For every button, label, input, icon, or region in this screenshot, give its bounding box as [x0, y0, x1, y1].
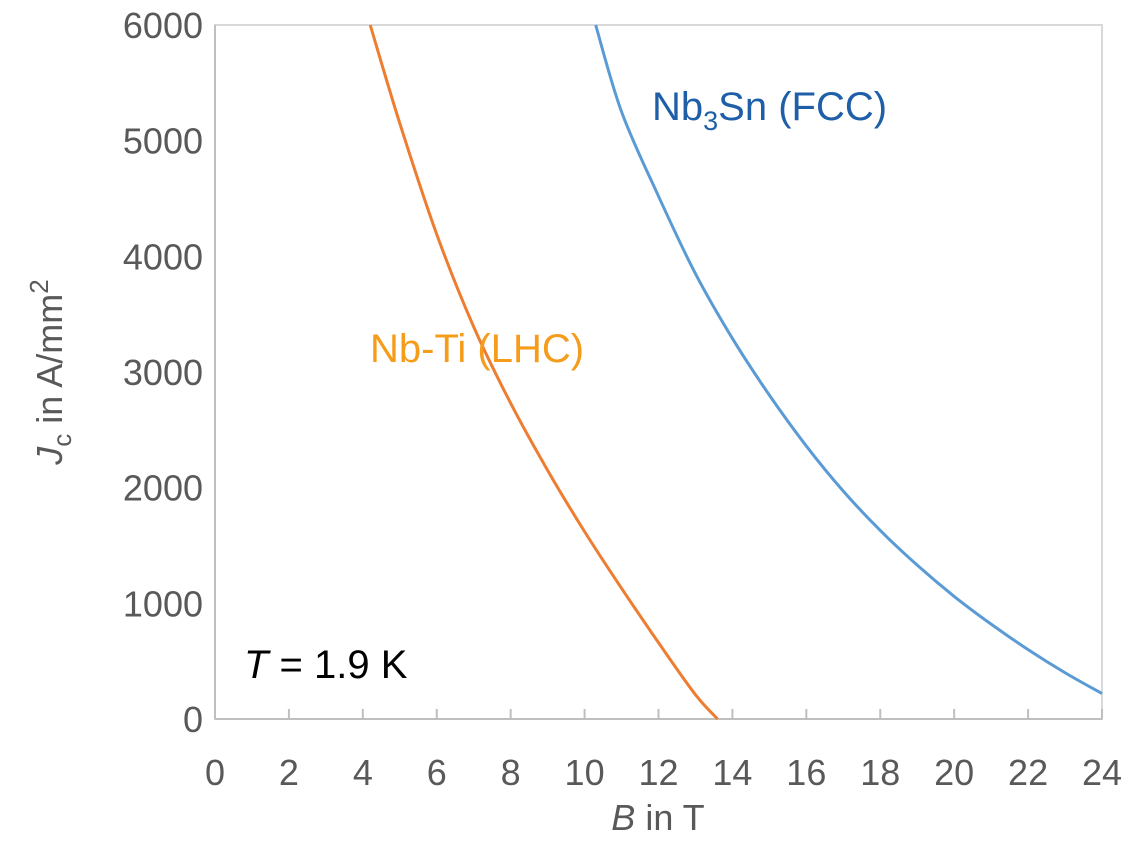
- x-tick-label: 6: [427, 752, 447, 793]
- temperature-value: = 1.9 K: [268, 643, 407, 687]
- series-line-nbti: [368, 24, 719, 721]
- nb3sn-label-subscript: 3: [703, 106, 718, 136]
- x-tick-label: 12: [638, 752, 678, 793]
- y-tick-label: 4000: [123, 236, 203, 277]
- x-axis-ticks: 0 2 4 6 8 10 12 14 16 18 20 22 24: [205, 709, 1122, 793]
- x-axis-unit: in T: [635, 797, 704, 838]
- temperature-annotation: T = 1.9 K: [244, 643, 408, 687]
- x-tick-label: 4: [353, 752, 373, 793]
- x-tick-label: 22: [1008, 752, 1048, 793]
- y-tick-label: 3000: [123, 352, 203, 393]
- y-axis-subscript: c: [47, 434, 77, 447]
- nb3sn-label-part2: Sn (FCC): [718, 85, 887, 129]
- y-tick-label: 6000: [123, 5, 203, 46]
- y-tick-label: 2000: [123, 468, 203, 509]
- y-axis-title: Jc in A/mm2: [24, 279, 77, 466]
- nb3sn-label-part1: Nb: [652, 85, 703, 129]
- x-tick-label: 18: [860, 752, 900, 793]
- x-tick-label: 8: [501, 752, 521, 793]
- series-line-nb3sn: [594, 24, 1103, 695]
- series-lines: [368, 24, 1103, 721]
- x-axis-title: B in T: [611, 797, 704, 838]
- y-axis-ticks: 0 1000 2000 3000 4000 5000 6000: [123, 5, 203, 740]
- x-tick-label: 0: [205, 752, 225, 793]
- x-tick-label: 16: [786, 752, 826, 793]
- y-tick-label: 1000: [123, 583, 203, 624]
- x-axis-symbol: B: [611, 797, 635, 838]
- x-tick-label: 2: [279, 752, 299, 793]
- y-axis-unit: in A/mm: [29, 294, 70, 434]
- y-tick-label: 0: [183, 699, 203, 740]
- y-axis-symbol: J: [29, 446, 70, 466]
- series-label-nbti: Nb-Ti (LHC): [370, 327, 584, 371]
- temperature-symbol: T: [244, 643, 271, 687]
- x-tick-label: 14: [712, 752, 752, 793]
- x-tick-label: 24: [1082, 752, 1122, 793]
- x-tick-label: 10: [565, 752, 605, 793]
- y-axis-superscript: 2: [24, 279, 54, 293]
- series-label-nb3sn: Nb3Sn (FCC): [652, 85, 887, 136]
- y-tick-label: 5000: [123, 121, 203, 162]
- x-tick-label: 20: [934, 752, 974, 793]
- plot-area-frame: [214, 24, 1103, 720]
